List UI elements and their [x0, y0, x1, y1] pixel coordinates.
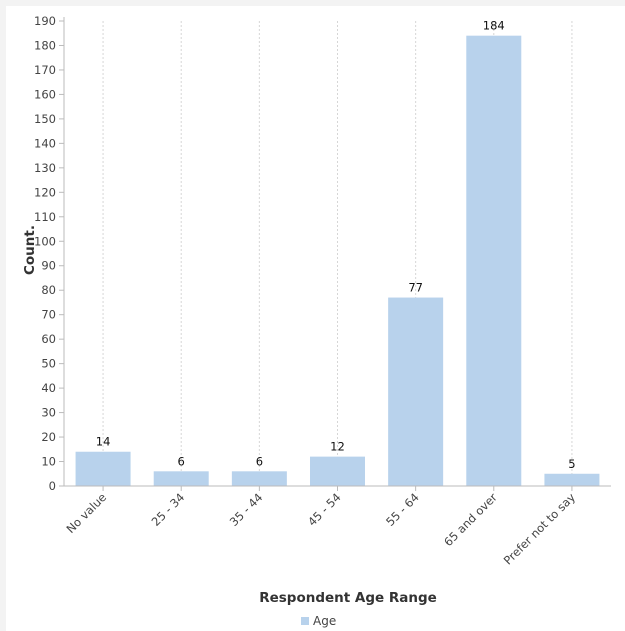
y-tick-label: 70 — [41, 308, 56, 322]
y-tick-label: 30 — [41, 406, 56, 420]
data-labels: 14 6 6 12 77 184 5 — [96, 19, 576, 471]
bar-data-label: 12 — [330, 440, 345, 454]
y-tick-label: 80 — [41, 283, 56, 297]
y-tick-label: 40 — [41, 381, 56, 395]
x-tick-label: Prefer not to say — [501, 490, 578, 567]
bar-chart: 14 6 6 12 77 184 5 0 10 20 30 40 50 60 70 80 90 100 110 12… — [22, 14, 611, 628]
bar[interactable] — [310, 456, 365, 486]
bar-data-label: 6 — [178, 454, 185, 468]
bar-data-label: 6 — [256, 454, 263, 468]
y-tick-label: 150 — [34, 112, 56, 126]
bar-data-label: 77 — [408, 281, 423, 295]
bars — [75, 35, 600, 487]
x-tick-label: No value — [63, 490, 109, 536]
bar-data-label: 5 — [568, 457, 575, 471]
y-axis-title: Count. — [22, 225, 38, 275]
x-tick-label: 55 - 64 — [383, 490, 422, 529]
x-axis: No value 25 - 34 35 - 44 45 - 54 55 - 64 65 a… — [63, 485, 611, 568]
y-tick-label: 50 — [41, 357, 56, 371]
y-tick-label: 140 — [34, 136, 56, 150]
x-tick-label: 65 and over — [441, 490, 500, 549]
legend-swatch — [301, 617, 309, 625]
y-tick-label: 20 — [41, 430, 56, 444]
bar-data-label: 14 — [96, 435, 111, 449]
y-tick-label: 190 — [34, 14, 56, 28]
bar[interactable] — [153, 471, 209, 486]
x-tick-label: 35 - 44 — [227, 490, 266, 529]
y-axis: 0 10 20 30 40 50 60 70 80 90 100 110 120 130 140 150 160… — [34, 14, 65, 493]
y-tick-label: 110 — [34, 210, 56, 224]
bar-data-label: 184 — [483, 19, 505, 33]
bar[interactable] — [388, 297, 444, 486]
y-tick-label: 90 — [41, 259, 56, 273]
y-tick-label: 130 — [34, 161, 56, 175]
bar[interactable] — [544, 473, 600, 486]
bar[interactable] — [75, 451, 131, 486]
bar[interactable] — [466, 35, 522, 487]
y-tick-label: 10 — [41, 455, 56, 469]
y-tick-label: 160 — [34, 87, 56, 101]
x-tick-label: 45 - 54 — [305, 490, 344, 529]
y-tick-label: 60 — [41, 332, 56, 346]
x-axis-title: Respondent Age Range — [259, 590, 437, 606]
y-tick-label: 170 — [34, 63, 56, 77]
y-tick-label: 180 — [34, 38, 56, 52]
y-tick-label: 120 — [34, 185, 56, 199]
legend-label-age: Age — [313, 614, 336, 628]
y-tick-label: 100 — [34, 234, 56, 248]
x-tick-label: 25 - 34 — [149, 490, 188, 529]
legend[interactable]: Age — [301, 614, 336, 628]
bar[interactable] — [231, 471, 287, 486]
y-tick-label: 0 — [49, 479, 56, 493]
chart-card: 14 6 6 12 77 184 5 0 10 20 30 40 50 60 70 80 90 100 110 12… — [6, 6, 625, 631]
